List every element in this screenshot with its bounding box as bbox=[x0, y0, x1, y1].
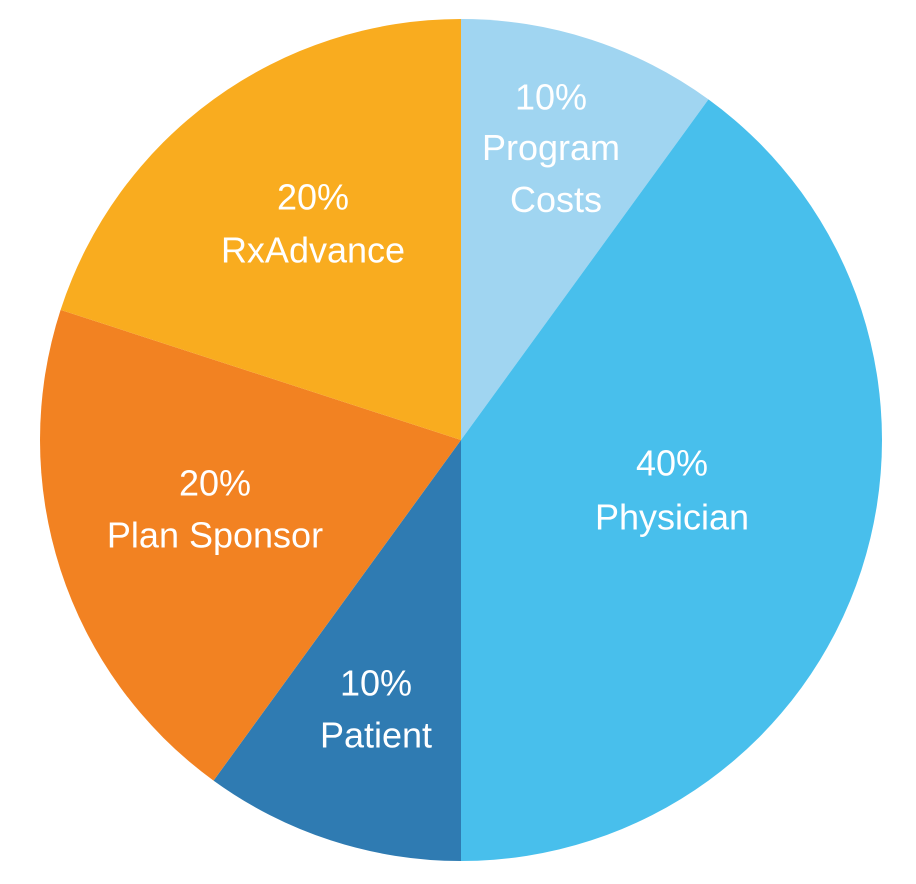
slice-label: Plan Sponsor bbox=[107, 515, 323, 556]
slice-label: RxAdvance bbox=[221, 230, 405, 271]
slice-label: Program Costs bbox=[482, 127, 620, 220]
pie-slice bbox=[461, 99, 883, 862]
value-label: 40% bbox=[636, 443, 708, 484]
value-label: 20% bbox=[277, 177, 349, 218]
pie-slice bbox=[213, 440, 461, 861]
pie-slice bbox=[60, 19, 462, 440]
pie-slice bbox=[461, 19, 709, 440]
slice-label: Patient bbox=[320, 715, 432, 756]
pie-slice bbox=[40, 309, 462, 781]
value-label: 10% bbox=[340, 663, 412, 704]
value-label: 10% bbox=[515, 77, 587, 118]
slice-label: Physician bbox=[595, 497, 749, 538]
value-label: 20% bbox=[179, 463, 251, 504]
